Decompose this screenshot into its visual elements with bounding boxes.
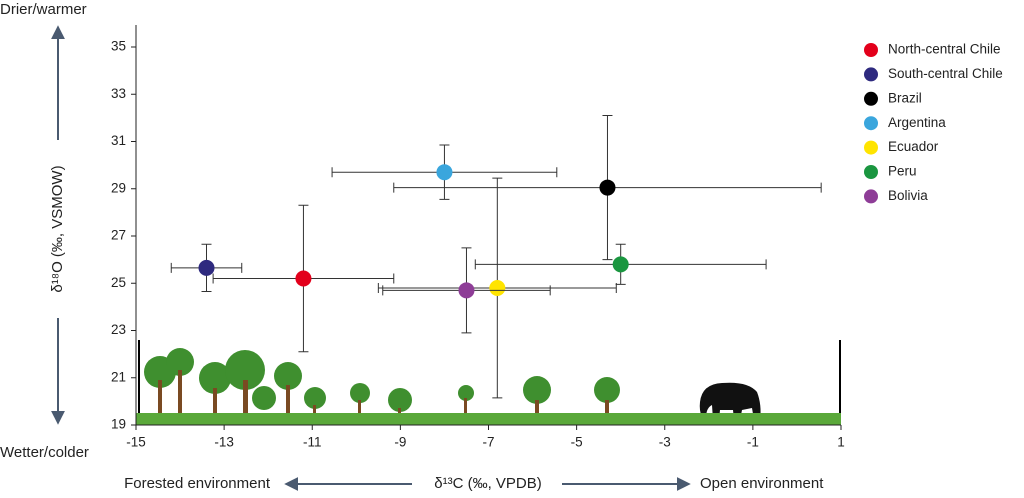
- x-tick-label: 1: [837, 435, 845, 450]
- legend-label: Bolivia: [888, 188, 928, 203]
- y-bottom-label: Wetter/colder: [0, 444, 89, 461]
- y-tick-label: 23: [111, 322, 126, 337]
- legend-label: Ecuador: [888, 139, 939, 154]
- legend-label: Peru: [888, 164, 917, 179]
- legend-marker: [864, 140, 878, 155]
- x-tick-label: -5: [571, 435, 583, 450]
- point: [198, 259, 215, 276]
- x-tick-label: -15: [126, 435, 146, 450]
- scenery: [136, 340, 841, 425]
- y-tick-label: 19: [111, 417, 126, 432]
- legend-label: Argentina: [888, 115, 946, 130]
- legend-label: South-central Chile: [888, 66, 1003, 81]
- legend-marker: [864, 67, 878, 82]
- y-tick-label: 31: [111, 133, 126, 148]
- point: [489, 279, 506, 296]
- x-tick-label: -11: [303, 435, 322, 450]
- x-tick-label: -9: [394, 435, 406, 450]
- point: [295, 270, 312, 287]
- y-tick-label: 27: [111, 228, 126, 243]
- x-axis-label: δ¹³C (‰, VPDB): [434, 475, 542, 492]
- x-tick-label: -3: [659, 435, 671, 450]
- legend-label: North-central Chile: [888, 42, 1001, 57]
- x-tick-label: -7: [482, 435, 494, 450]
- legend-marker: [864, 43, 878, 57]
- x-tick-label: -1: [747, 435, 759, 450]
- legend-marker: [864, 116, 878, 131]
- y-tick-label: 29: [111, 180, 126, 195]
- legend-marker: [864, 189, 878, 204]
- point: [458, 282, 475, 299]
- legend-marker: [864, 91, 878, 106]
- x-left-label: Forested environment: [124, 475, 271, 492]
- point: [436, 164, 453, 181]
- legend-label: Brazil: [888, 90, 922, 105]
- point: [599, 179, 616, 196]
- y-tick-label: 21: [111, 369, 126, 384]
- legend-marker: [864, 165, 878, 179]
- point: [612, 256, 629, 273]
- y-tick-label: 35: [111, 39, 126, 54]
- y-top-label: Drier/warmer: [0, 1, 87, 18]
- y-axis-label: δ¹⁸O (‰, VSMOW): [49, 165, 66, 292]
- x-right-label: Open environment: [700, 475, 824, 492]
- x-tick-label: -13: [214, 435, 234, 450]
- y-tick-label: 25: [111, 275, 126, 290]
- y-tick-label: 33: [111, 86, 126, 101]
